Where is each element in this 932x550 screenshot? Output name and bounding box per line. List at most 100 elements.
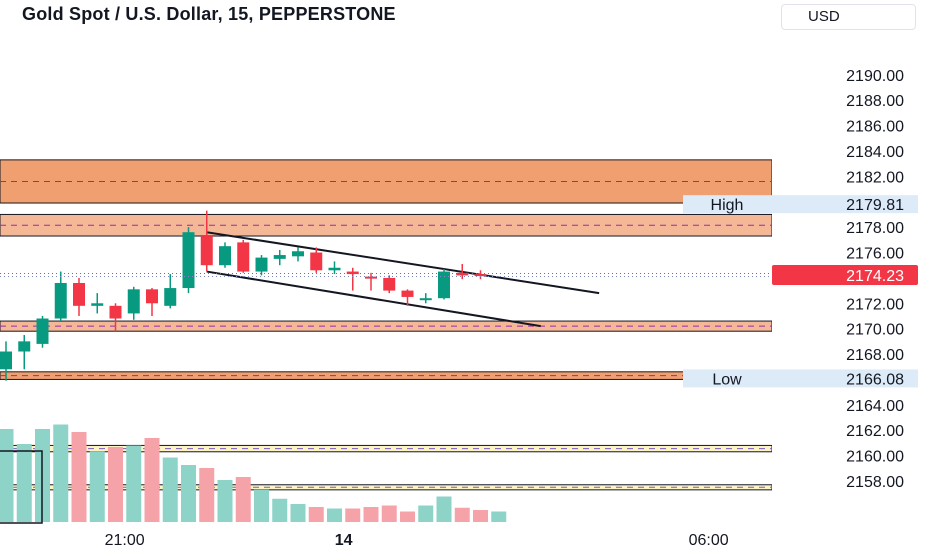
candle-body — [36, 318, 49, 344]
candle-body — [0, 351, 12, 370]
candle[interactable] — [73, 277, 85, 316]
price-axis: 2190.002188.002186.002184.002182.002180.… — [683, 36, 932, 550]
price-tick-label: 2188.00 — [846, 93, 904, 110]
volume-bar — [254, 489, 269, 522]
candle-body — [146, 289, 158, 304]
candle[interactable] — [401, 289, 414, 306]
candle[interactable] — [292, 247, 304, 262]
candle[interactable] — [310, 247, 323, 273]
candle[interactable] — [346, 267, 359, 291]
candle[interactable] — [109, 303, 122, 332]
time-tick-label: 14 — [335, 532, 353, 549]
trendline-0[interactable] — [206, 231, 600, 295]
price-tick-label: 2178.00 — [846, 220, 904, 237]
volume-layer — [0, 424, 507, 524]
price-tick-label: 2170.00 — [846, 322, 904, 339]
candle-body — [401, 290, 414, 297]
candle[interactable] — [200, 210, 213, 272]
selection-box — [0, 450, 43, 524]
volume-bar — [235, 477, 251, 522]
candle[interactable] — [219, 242, 231, 268]
volume-bar — [89, 451, 105, 522]
time-axis-bg — [0, 527, 772, 550]
candle[interactable] — [146, 288, 158, 316]
candle-body — [73, 282, 85, 306]
volume-bar — [199, 468, 215, 522]
candle[interactable] — [91, 293, 104, 314]
candles-layer — [0, 210, 487, 381]
candle[interactable] — [456, 263, 469, 280]
candle-body — [456, 272, 469, 276]
high-marker-value: 2179.81 — [846, 197, 904, 214]
price-tick-label: 2184.00 — [846, 144, 904, 161]
volume-bar — [162, 457, 178, 522]
candle-body — [200, 236, 213, 266]
candle[interactable] — [18, 335, 31, 370]
candle-body — [474, 274, 487, 277]
trendlines-layer — [206, 231, 600, 328]
candle-body — [127, 289, 140, 314]
candle[interactable] — [419, 293, 432, 304]
volume-bar — [181, 465, 196, 522]
price-tick-label: 2182.00 — [846, 169, 904, 186]
time-axis: 21:00 14 06:00 — [0, 527, 772, 550]
candle-body — [328, 267, 341, 271]
price-tick-label: 2186.00 — [846, 119, 904, 136]
volume-bar — [108, 447, 123, 522]
trendline-1[interactable] — [206, 270, 541, 328]
price-tick-label: 2158.00 — [846, 474, 904, 491]
candle[interactable] — [255, 255, 268, 276]
volume-bar — [272, 498, 288, 522]
candle[interactable] — [0, 341, 12, 381]
candle[interactable] — [438, 269, 450, 300]
volume-bar — [363, 507, 379, 522]
candle[interactable] — [237, 239, 250, 273]
low-marker-name: Low — [712, 371, 742, 388]
candle[interactable] — [383, 275, 396, 294]
currency-selector[interactable]: USD — [781, 4, 916, 30]
candle-body — [273, 255, 286, 259]
candle-body — [18, 341, 31, 352]
low-marker-bg — [683, 369, 918, 388]
volume-bar — [418, 505, 434, 522]
candle-body — [346, 271, 359, 275]
price-tick-label: 2190.00 — [846, 68, 904, 85]
candle-body — [54, 282, 67, 319]
candle-body — [438, 271, 450, 299]
volume-bar — [290, 504, 306, 522]
volume-bar — [400, 511, 415, 522]
price-tick-label: 2164.00 — [846, 398, 904, 415]
candle-body — [292, 251, 304, 257]
candle[interactable] — [127, 286, 140, 320]
volume-bar — [308, 507, 324, 522]
volume-bar — [126, 445, 142, 522]
candle-body — [237, 242, 250, 272]
price-tick-label: 2168.00 — [846, 347, 904, 364]
zones-layer — [0, 159, 773, 491]
candle[interactable] — [164, 274, 177, 309]
candle[interactable] — [54, 271, 67, 322]
volume-bar — [436, 496, 452, 522]
time-tick-label: 21:00 — [105, 532, 145, 549]
candle-body — [419, 298, 432, 301]
candle[interactable] — [474, 270, 487, 280]
candle-body — [310, 252, 323, 271]
volume-bar — [454, 507, 470, 522]
volume-bar — [473, 510, 488, 522]
high-marker-bg — [683, 195, 918, 214]
candle[interactable] — [328, 261, 341, 275]
volume-bar — [327, 508, 342, 522]
candle[interactable] — [36, 315, 49, 348]
volume-bar — [144, 438, 160, 522]
time-tick-label: 06:00 — [689, 532, 729, 549]
chart-title: Gold Spot / U.S. Dollar, 15, PEPPERSTONE — [22, 4, 396, 24]
candle[interactable] — [365, 272, 377, 291]
volume-bar — [491, 511, 507, 522]
volume-bar — [53, 424, 69, 522]
last-price-label: 2174.23 — [846, 268, 904, 285]
candle[interactable] — [273, 249, 286, 266]
volume-bar — [217, 480, 233, 522]
candle[interactable] — [182, 227, 195, 294]
volume-bar — [16, 444, 32, 522]
